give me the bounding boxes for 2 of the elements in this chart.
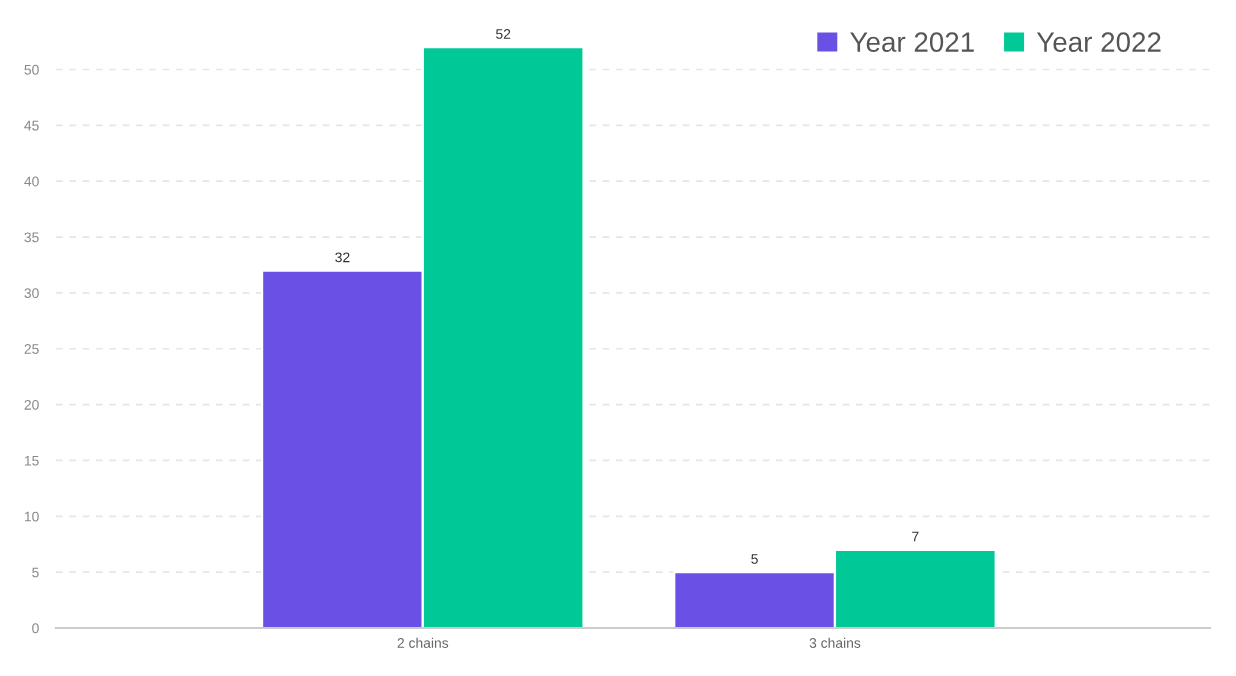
legend-label: Year 2021	[850, 32, 974, 52]
legend-label: Year 2022	[1036, 32, 1161, 52]
